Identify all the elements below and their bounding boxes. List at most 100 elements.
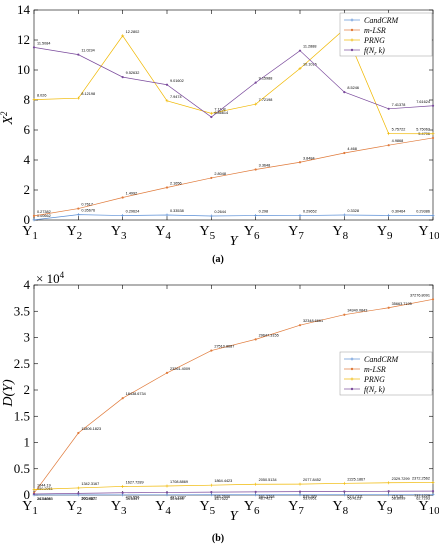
data-point <box>343 91 346 94</box>
legend-item: f(Nr k) <box>344 46 385 57</box>
data-label: 0.29652 <box>303 210 317 214</box>
data-point <box>298 493 302 497</box>
data-label: 18438.6734 <box>126 392 146 396</box>
x-axis-title: Y <box>230 234 240 249</box>
data-point <box>121 214 125 218</box>
x-tick-label: Y5 <box>200 499 216 517</box>
data-point <box>431 490 435 493</box>
data-point <box>254 81 257 84</box>
series-line <box>33 47 434 118</box>
data-point <box>32 218 36 222</box>
data-label: 7.9474 <box>170 95 182 99</box>
series-candcrm: 0.00662 0.35676 0.29624 0.33538 0.2644 0.298 0… <box>32 209 435 222</box>
legend-marker <box>350 367 354 371</box>
data-point <box>387 213 391 217</box>
data-point <box>431 132 435 136</box>
data-point <box>210 115 213 119</box>
data-point <box>431 136 435 140</box>
data-label: 0.298 <box>259 210 269 214</box>
x-tick-label: Y3 <box>111 499 127 517</box>
data-point <box>342 213 346 217</box>
data-point <box>77 207 80 210</box>
data-label: 3.8484 <box>303 156 315 160</box>
data-label: 3.3648 <box>259 164 271 168</box>
legend-label: m-LSR <box>364 26 386 35</box>
legend-label: f(Nr k) <box>364 46 385 57</box>
y-tick-label: 6 <box>24 122 31 137</box>
data-point <box>387 493 391 497</box>
y-axis-title: D(Y) <box>1 379 16 408</box>
data-label: 9.52632 <box>126 71 140 75</box>
data-point <box>32 98 36 102</box>
legend-label: CandCRM <box>364 16 400 25</box>
data-label: 8.026 <box>37 94 47 98</box>
data-point <box>254 338 257 341</box>
data-point <box>254 102 258 106</box>
x-tick-label: Y4 <box>155 499 171 517</box>
data-label: 11.2888 <box>303 45 316 49</box>
y-tick-label: 8 <box>24 92 31 107</box>
y-tick-label: 0.5 <box>14 461 30 476</box>
data-point <box>431 214 435 218</box>
series-line <box>33 137 434 217</box>
data-point <box>387 132 391 136</box>
data-label: 32348.6661 <box>303 319 323 323</box>
data-point <box>298 490 302 493</box>
y-tick-label: 2 <box>24 382 31 397</box>
data-label: 0.30464 <box>392 209 406 213</box>
data-point <box>77 53 80 56</box>
series-f-n-r-k-: 11.5084 11.0234 9.52632 9.01602 6.86614 9.159… <box>32 41 435 119</box>
y-tick-label: 4 <box>24 277 31 292</box>
legend-label: f(Nr k) <box>364 385 385 396</box>
data-point <box>76 96 80 100</box>
data-label: 2050.5134 <box>259 478 277 482</box>
x-tick-label: Y8 <box>333 499 349 517</box>
y-tick-label: 1.5 <box>14 408 30 423</box>
data-label: 4.9868 <box>392 139 404 143</box>
data-point <box>121 196 124 199</box>
x-tick-label: Y7 <box>288 224 304 242</box>
data-label: 6.86614 <box>214 111 228 115</box>
data-point <box>165 186 169 189</box>
data-point <box>121 491 124 494</box>
data-point <box>387 107 390 110</box>
data-label: 0.7617 <box>81 203 93 207</box>
y-tick-label: 14 <box>17 2 31 17</box>
data-label: 737.1229 <box>414 494 430 498</box>
data-point <box>343 151 346 155</box>
data-label: 0.2644 <box>214 210 226 214</box>
data-label: 8.5246 <box>347 86 359 90</box>
data-point <box>76 486 80 490</box>
data-label: 491.2287 <box>170 495 186 499</box>
data-label: 34.6347 <box>126 497 140 501</box>
data-label: 0.27382 <box>37 210 51 214</box>
legend-marker <box>350 48 354 52</box>
data-point <box>431 493 435 497</box>
data-label: 23261.4009 <box>170 367 190 371</box>
legend-label: CandCRM <box>364 355 400 364</box>
data-label: 5.75722 <box>392 128 406 132</box>
data-point <box>342 493 346 497</box>
legend-item: CandCRM <box>344 16 400 25</box>
data-label: 8.12198 <box>81 92 95 96</box>
data-point <box>32 488 36 492</box>
data-label: 4.468 <box>347 147 357 151</box>
y-tick-label: 2 <box>24 182 31 197</box>
legend-item: m-LSR <box>344 26 386 35</box>
data-label: 5.75062 <box>416 128 430 132</box>
x-axis-title: Y <box>230 509 240 524</box>
data-label: 7.1108 <box>214 107 225 111</box>
data-point <box>387 144 390 147</box>
data-label: 1708.8869 <box>170 480 188 484</box>
data-label: 40.4499 <box>170 497 184 501</box>
data-label: 62.7293 <box>416 497 430 501</box>
series-f-n-r-k-: 203.8085 306.4622 429.556 491.2287 545.2506 5… <box>32 490 435 501</box>
x-tick-label: Y5 <box>200 224 216 242</box>
data-point <box>298 66 302 70</box>
y-tick-label: 0 <box>24 212 31 227</box>
data-label: 0.33538 <box>170 209 184 213</box>
legend-label: PRNG <box>363 36 385 45</box>
legend-label: m-LSR <box>364 365 386 374</box>
x-tick-label: Y3 <box>111 224 127 242</box>
